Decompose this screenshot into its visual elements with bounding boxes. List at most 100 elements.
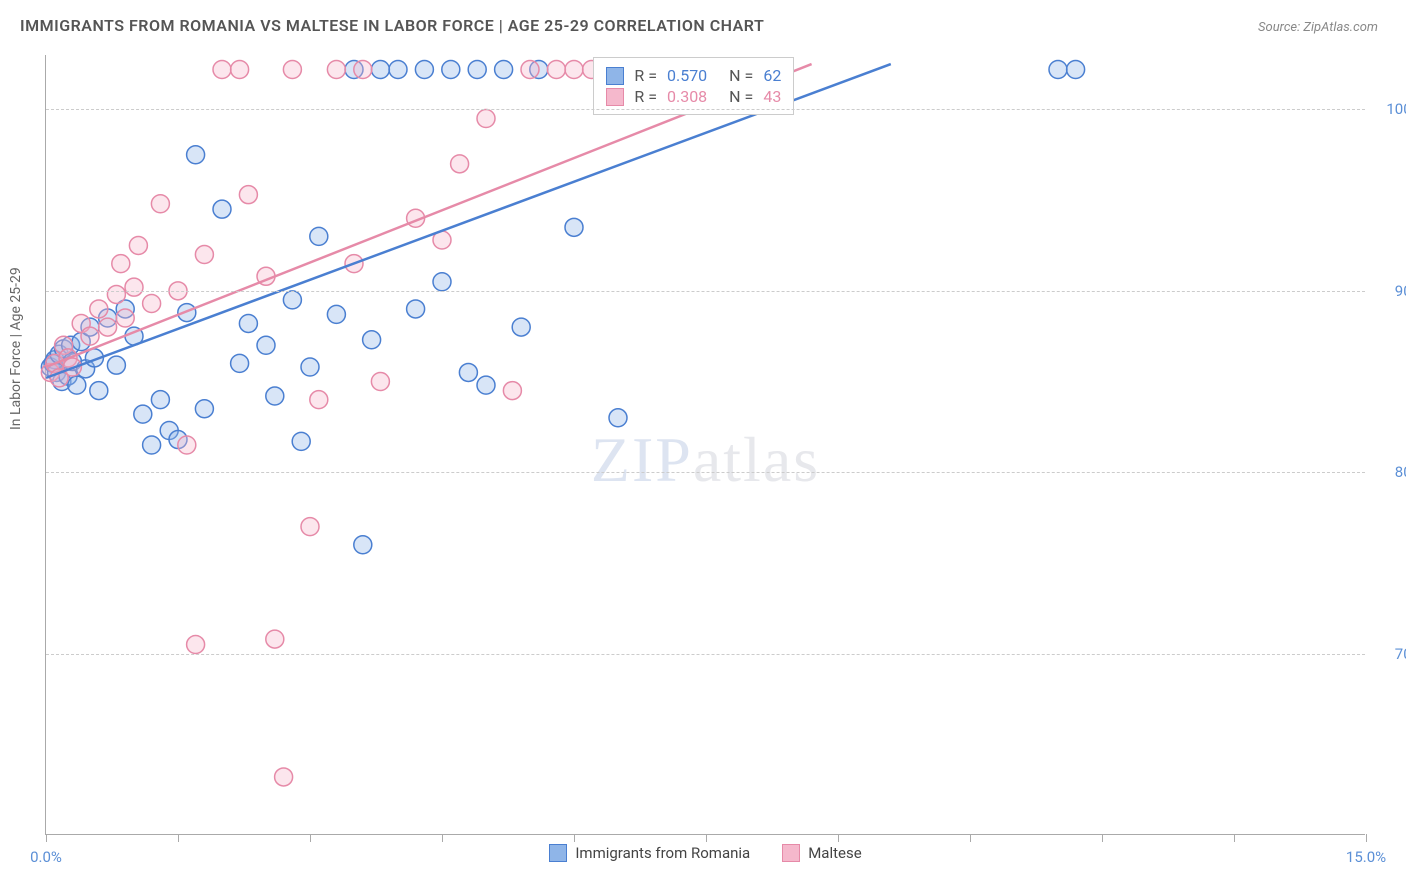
data-point xyxy=(112,255,130,273)
data-point xyxy=(477,109,495,127)
data-point xyxy=(415,61,433,79)
data-point xyxy=(327,61,345,79)
legend-swatch xyxy=(606,88,624,106)
x-tick-label: 15.0% xyxy=(1346,848,1386,866)
data-point xyxy=(1067,61,1085,79)
data-point xyxy=(143,436,161,454)
data-point xyxy=(283,61,301,79)
data-point xyxy=(107,356,125,374)
data-point xyxy=(116,309,134,327)
data-point xyxy=(547,61,565,79)
data-point xyxy=(257,336,275,354)
gridline-h xyxy=(46,291,1365,292)
gridline-h xyxy=(46,654,1365,655)
legend-r-value: 0.308 xyxy=(667,87,707,106)
legend-stats-row: R = 0.308N = 43 xyxy=(606,87,781,106)
data-point xyxy=(451,155,469,173)
data-point xyxy=(327,305,345,323)
data-point xyxy=(68,376,86,394)
legend-swatch xyxy=(782,844,800,862)
data-point xyxy=(134,405,152,423)
x-tick-label: 0.0% xyxy=(30,848,62,866)
data-point xyxy=(468,61,486,79)
data-point xyxy=(609,409,627,427)
legend-bottom: Immigrants from Romania Maltese xyxy=(46,844,1365,866)
data-point xyxy=(354,61,372,79)
legend-n-value: 62 xyxy=(763,66,781,85)
data-point xyxy=(371,373,389,391)
data-point xyxy=(239,314,257,332)
y-axis-label: In Labor Force | Age 25-29 xyxy=(8,267,24,430)
y-tick-label: 100.0% xyxy=(1375,100,1406,118)
data-point xyxy=(310,391,328,409)
x-tick xyxy=(838,834,839,842)
data-point xyxy=(433,273,451,291)
plot-area: ZIPatlas R = 0.570N = 62R = 0.308N = 43 … xyxy=(45,55,1365,835)
legend-series-label: Immigrants from Romania xyxy=(575,844,750,862)
data-point xyxy=(389,61,407,79)
data-point xyxy=(521,61,539,79)
data-point xyxy=(213,61,231,79)
chart-title: IMMIGRANTS FROM ROMANIA VS MALTESE IN LA… xyxy=(20,16,764,35)
data-point xyxy=(310,227,328,245)
legend-r-label: R = xyxy=(634,66,657,85)
data-point xyxy=(407,300,425,318)
chart-canvas xyxy=(46,55,1365,834)
source-attribution: Source: ZipAtlas.com xyxy=(1258,20,1378,35)
legend-n-label: N = xyxy=(729,66,753,85)
x-tick xyxy=(442,834,443,842)
data-point xyxy=(99,318,117,336)
x-tick xyxy=(1102,834,1103,842)
data-point xyxy=(301,358,319,376)
data-point xyxy=(187,146,205,164)
gridline-h xyxy=(46,109,1365,110)
data-point xyxy=(442,61,460,79)
data-point xyxy=(107,285,125,303)
gridline-h xyxy=(46,472,1365,473)
data-point xyxy=(239,186,257,204)
data-point xyxy=(81,327,99,345)
legend-series-label: Maltese xyxy=(808,844,861,862)
legend-swatch xyxy=(549,844,567,862)
legend-swatch xyxy=(606,67,624,85)
data-point xyxy=(565,61,583,79)
data-point xyxy=(292,432,310,450)
data-point xyxy=(363,331,381,349)
data-point xyxy=(178,436,196,454)
data-point xyxy=(125,278,143,296)
x-tick xyxy=(574,834,575,842)
data-point xyxy=(275,768,293,786)
data-point xyxy=(495,61,513,79)
x-tick xyxy=(46,834,47,842)
data-point xyxy=(143,295,161,313)
legend-r-value: 0.570 xyxy=(667,66,707,85)
data-point xyxy=(187,636,205,654)
data-point xyxy=(503,382,521,400)
data-point xyxy=(283,291,301,309)
x-tick xyxy=(1366,834,1367,842)
data-point xyxy=(266,387,284,405)
data-point xyxy=(90,300,108,318)
legend-bottom-item: Immigrants from Romania xyxy=(549,844,750,862)
data-point xyxy=(459,363,477,381)
x-tick xyxy=(970,834,971,842)
data-point xyxy=(477,376,495,394)
data-point xyxy=(151,391,169,409)
data-point xyxy=(195,400,213,418)
data-point xyxy=(565,218,583,236)
y-tick-label: 90.0% xyxy=(1375,282,1406,300)
data-point xyxy=(354,536,372,554)
data-point xyxy=(151,195,169,213)
data-point xyxy=(1049,61,1067,79)
data-point xyxy=(301,518,319,536)
legend-r-label: R = xyxy=(634,87,657,106)
y-tick-label: 70.0% xyxy=(1375,645,1406,663)
data-point xyxy=(371,61,389,79)
x-tick xyxy=(706,834,707,842)
data-point xyxy=(195,246,213,264)
data-point xyxy=(512,318,530,336)
data-point xyxy=(129,236,147,254)
legend-n-label: N = xyxy=(729,87,753,106)
legend-stats-box: R = 0.570N = 62R = 0.308N = 43 xyxy=(593,57,794,115)
data-point xyxy=(231,61,249,79)
